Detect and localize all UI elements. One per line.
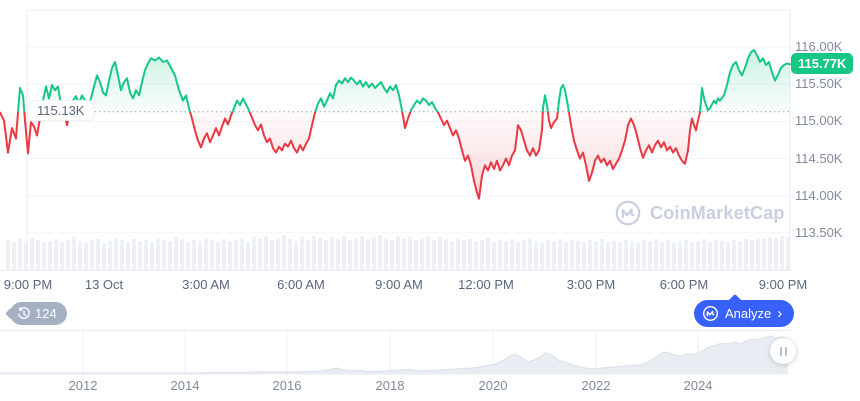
analyze-button[interactable]: Analyze › [694,300,795,327]
navigator-chart[interactable] [0,330,860,376]
navigator-year-label: 2016 [272,378,302,393]
coinmarketcap-watermark: CoinMarketCap [614,199,785,227]
x-axis-label: 9:00 AM [375,277,423,292]
cmc-logo-icon [702,305,719,322]
x-axis-label: 13 Oct [84,277,124,292]
navigator-year-label: 2022 [581,378,611,393]
y-axis-label: 115.50K [795,76,843,92]
y-axis-label: 115.00K [795,113,843,129]
history-count-badge[interactable]: 124 [10,302,67,325]
coinmarketcap-logo-icon [615,200,641,226]
navigator-pause-handle[interactable] [770,338,796,364]
navigator-year-label: 2012 [68,378,98,393]
history-clock-icon [18,306,30,319]
watermark-text: CoinMarketCap [650,202,785,223]
y-axis-label: 114.00K [795,187,843,203]
navigator-year-label: 2020 [478,378,508,393]
analyze-button-label: Analyze [725,306,772,321]
y-axis-label: 114.50K [795,150,843,166]
main-price-chart[interactable] [0,0,860,330]
y-axis-label: 116.00K [795,39,843,55]
x-axis-label: 12:00 PM [458,277,514,292]
y-axis-label: 113.50K [795,224,843,240]
navigator-year-label: 2018 [375,378,405,393]
history-count-value: 124 [35,306,57,321]
navigator-year-label: 2024 [683,378,713,393]
chevron-right-icon: › [777,304,783,322]
navigator-year-label: 2014 [170,378,200,393]
x-axis-label: 3:00 PM [566,277,616,292]
x-axis-label: 9:00 PM [758,277,808,292]
x-axis-label: 6:00 PM [659,277,709,292]
x-axis-label: 9:00 PM [3,277,53,292]
x-axis-label: 3:00 AM [182,277,230,292]
baseline-price-label: 115.13K [28,100,94,120]
x-axis-label: 6:00 AM [277,277,325,292]
last-price-badge: 115.77K [791,53,854,75]
